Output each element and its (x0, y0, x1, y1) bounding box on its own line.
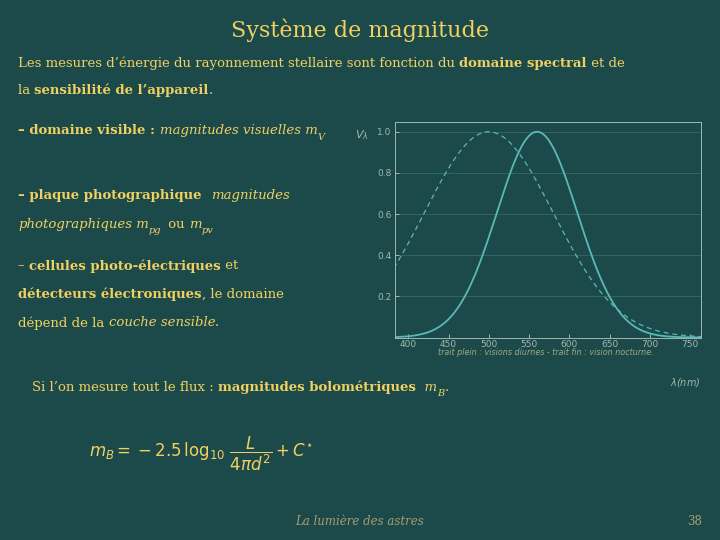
Text: Système de magnitude: Système de magnitude (231, 19, 489, 43)
Text: – plaque photographique: – plaque photographique (18, 189, 211, 202)
Text: V: V (318, 133, 325, 142)
Text: couche sensible: couche sensible (109, 316, 215, 329)
Text: dépend de la: dépend de la (18, 316, 109, 330)
Text: Si l’on mesure tout le flux :: Si l’on mesure tout le flux : (32, 381, 218, 394)
Text: et de: et de (587, 57, 624, 70)
Text: pv: pv (202, 226, 214, 235)
Text: photographiques: photographiques (18, 218, 132, 231)
Text: $\lambda$(nm): $\lambda$(nm) (670, 376, 701, 389)
Text: .: . (215, 316, 220, 329)
Text: détecteurs électroniques: détecteurs électroniques (18, 288, 202, 301)
Text: cellules photo-électriques: cellules photo-électriques (29, 259, 220, 273)
Text: pg: pg (149, 226, 161, 235)
Text: et: et (220, 259, 238, 272)
Text: 38: 38 (687, 515, 702, 528)
Text: trait plein : visions diurnes - trait fin : vision nocturne.: trait plein : visions diurnes - trait fi… (438, 348, 654, 357)
Text: magnitudes visuelles m: magnitudes visuelles m (160, 124, 318, 137)
Text: m: m (416, 381, 437, 394)
Text: m: m (189, 218, 202, 231)
Text: magnitudes: magnitudes (211, 189, 289, 202)
Text: – domaine visible :: – domaine visible : (18, 124, 160, 137)
Text: Les mesures d’énergie du rayonnement stellaire sont fonction du: Les mesures d’énergie du rayonnement ste… (18, 57, 459, 70)
Text: sensibilité de l’appareil: sensibilité de l’appareil (35, 84, 209, 97)
Text: la: la (18, 84, 35, 97)
Text: B: B (438, 389, 444, 399)
Text: –: – (18, 259, 29, 272)
Text: magnitudes bolométriques: magnitudes bolométriques (218, 381, 416, 394)
Text: $m_B = -2.5\,\log_{10}\,\dfrac{L}{4\pi d^2} + C^{\star}$: $m_B = -2.5\,\log_{10}\,\dfrac{L}{4\pi d… (89, 435, 314, 473)
Text: .: . (444, 381, 449, 394)
Text: La lumière des astres: La lumière des astres (296, 515, 424, 528)
Text: .: . (209, 84, 213, 97)
Text: domaine spectral: domaine spectral (459, 57, 587, 70)
Text: m: m (132, 218, 149, 231)
Text: , le domaine: , le domaine (202, 288, 284, 301)
Text: $V_\lambda$: $V_\lambda$ (355, 128, 368, 142)
Text: ou: ou (164, 218, 189, 231)
